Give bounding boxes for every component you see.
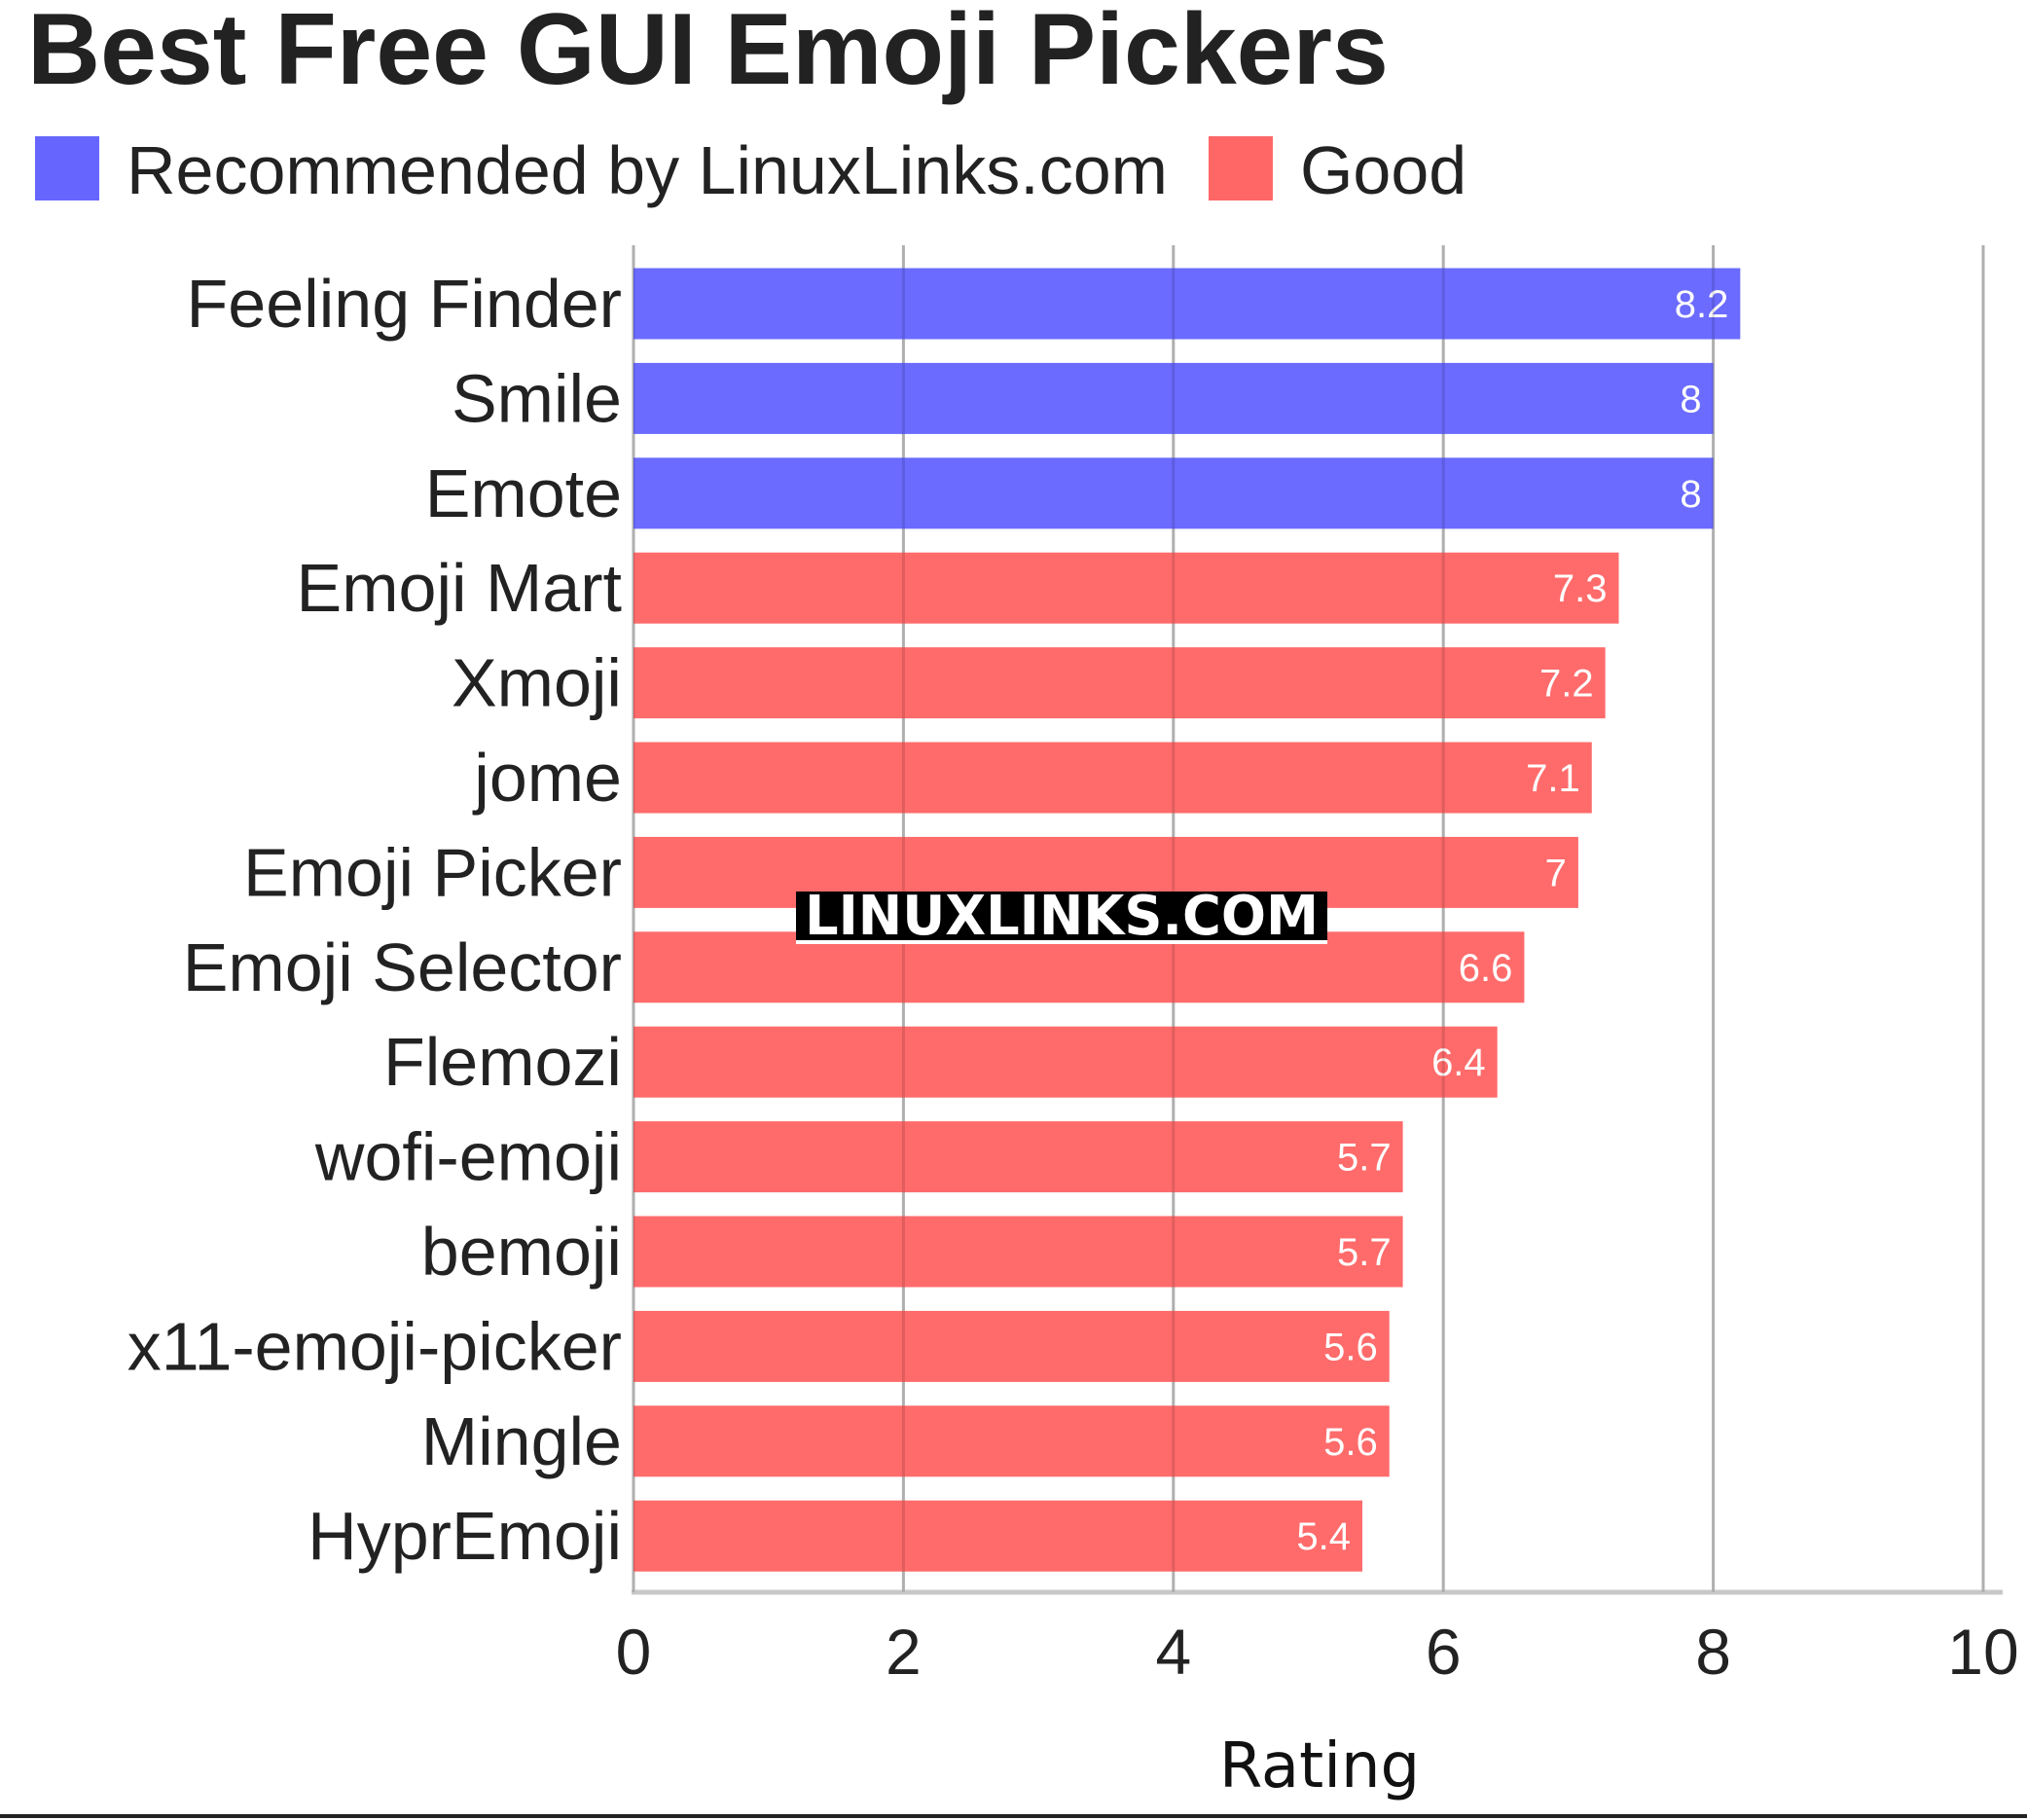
bar-value-label: 5.7 [1337, 1231, 1392, 1274]
category-label: Emoji Selector [183, 929, 622, 1005]
legend-swatch [35, 136, 99, 200]
bar [633, 1216, 1403, 1288]
chart-title: Best Free GUI Emoji Pickers [27, 0, 1389, 106]
category-label: Flemozi [383, 1024, 622, 1100]
bar-value-label: 5.4 [1296, 1515, 1351, 1558]
x-tick-label: 8 [1695, 1616, 1731, 1688]
x-tick-label: 10 [1947, 1616, 2018, 1688]
category-label: Mingle [421, 1403, 622, 1479]
x-tick-label: 6 [1426, 1616, 1462, 1688]
category-label: jome [472, 740, 622, 816]
bar-value-label: 5.6 [1323, 1421, 1378, 1464]
x-tick-label: 0 [616, 1616, 652, 1688]
category-labels: Feeling Finder Smile Emote Emoji Mart Xmoji j… [127, 266, 622, 1574]
bar-value-label: 7.2 [1539, 663, 1594, 706]
bar [633, 362, 1714, 434]
bar-value-label: 7.3 [1553, 567, 1608, 610]
bar [633, 552, 1619, 624]
legend-label: Recommended by LinuxLinks.com [127, 132, 1168, 208]
bar-value-label: 7 [1545, 852, 1567, 894]
bar-value-label: 8 [1680, 473, 1701, 516]
bar [633, 1121, 1403, 1193]
category-label: HyprEmoji [308, 1498, 622, 1574]
bar [633, 742, 1592, 814]
legend: Recommended by LinuxLinks.com Good [35, 132, 1466, 208]
category-label: Emoji Mart [297, 550, 622, 626]
bars: 8.2 8 8 7.3 7.2 7.1 7 6.6 6.4 5.7 5.7 5.6 5.6 5.4 [632, 245, 1985, 1592]
category-label: Smile [452, 360, 622, 436]
bar [633, 1500, 1362, 1572]
category-label: wofi-emoji [314, 1119, 622, 1195]
bar-value-label: 8.2 [1675, 283, 1729, 326]
x-tick-label: 4 [1155, 1616, 1191, 1688]
category-label: Feeling Finder [187, 266, 622, 342]
bar [633, 457, 1714, 529]
category-label: x11-emoji-picker [127, 1308, 622, 1384]
bar [633, 1026, 1498, 1098]
category-label: Emote [425, 455, 622, 531]
bar-value-label: 8 [1680, 378, 1701, 420]
bottom-border [0, 1814, 2027, 1818]
watermark-text: LINUXLINKS.COM [805, 885, 1319, 948]
x-tick-labels: 0 2 4 6 8 10 [616, 1616, 2019, 1688]
legend-label: Good [1300, 132, 1466, 208]
bar-value-label: 5.7 [1337, 1137, 1392, 1180]
bar [633, 1310, 1390, 1382]
bar [633, 1405, 1390, 1477]
category-label: Xmoji [452, 645, 622, 721]
legend-swatch [1208, 136, 1273, 200]
bar [633, 268, 1741, 340]
watermark: LINUXLINKS.COM [796, 885, 1327, 948]
x-tick-label: 2 [886, 1616, 922, 1688]
bar-value-label: 6.6 [1459, 947, 1513, 990]
x-axis-label: Rating [1219, 1730, 1420, 1802]
bar [633, 647, 1606, 719]
category-label: bemoji [421, 1214, 622, 1290]
bar-value-label: 7.1 [1526, 757, 1580, 800]
bar-value-label: 6.4 [1431, 1041, 1486, 1084]
bar-value-label: 5.6 [1323, 1326, 1378, 1368]
category-label: Emoji Picker [243, 834, 622, 910]
